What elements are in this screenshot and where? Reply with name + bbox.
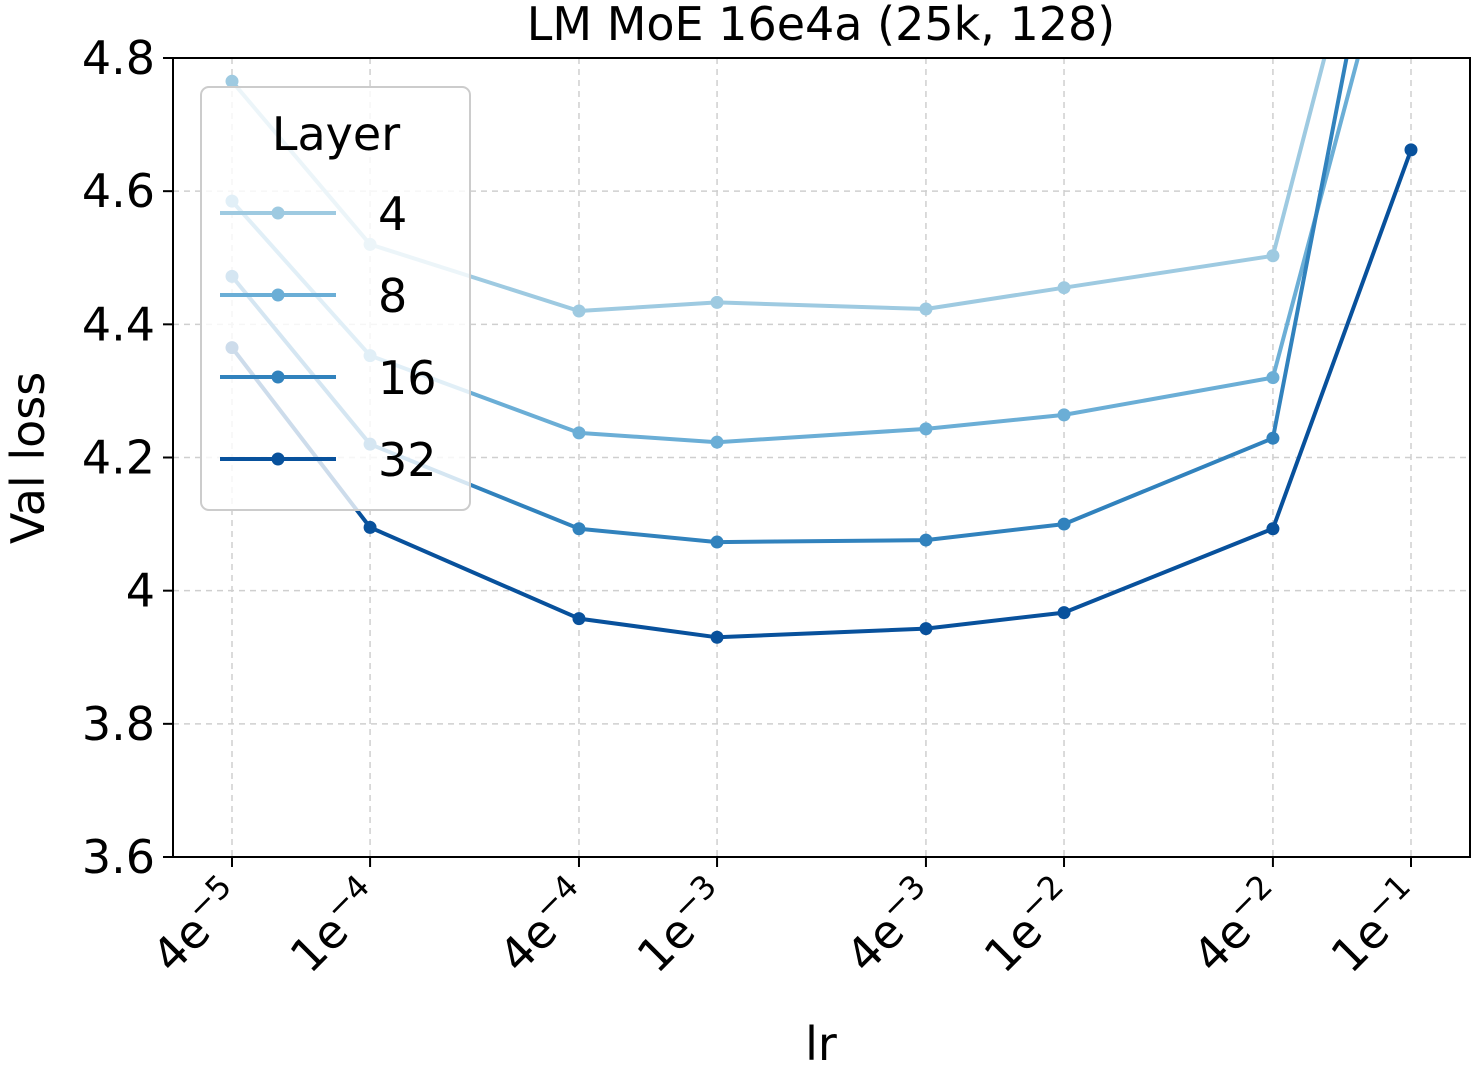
- data-point: [1404, 143, 1418, 157]
- y-tick-label: 4.8: [82, 31, 155, 85]
- data-point: [1057, 606, 1071, 620]
- legend-label: 8: [378, 269, 407, 323]
- legend-label: 4: [378, 187, 407, 241]
- data-point: [363, 520, 377, 534]
- data-point: [572, 426, 586, 440]
- data-point: [1057, 281, 1071, 295]
- data-point: [225, 74, 239, 88]
- legend-marker: [271, 370, 285, 384]
- chart-title: LM MoE 16e4a (25k, 128): [527, 0, 1115, 51]
- legend-items: 4 8 16 32: [220, 187, 437, 487]
- x-tick-label: 4e−5: [138, 867, 254, 983]
- data-point: [919, 302, 933, 316]
- data-point: [710, 535, 724, 549]
- x-tick-label: 4e−2: [1179, 867, 1295, 983]
- data-point: [1057, 517, 1071, 531]
- data-point: [919, 533, 933, 547]
- y-tick-label: 3.8: [82, 697, 155, 751]
- y-tick-label: 4.2: [82, 431, 155, 485]
- y-axis-label: Val loss: [1, 372, 55, 544]
- legend: Layer 4 8 16 32: [200, 86, 471, 511]
- data-point: [1266, 431, 1280, 445]
- data-point: [710, 630, 724, 644]
- y-tick-label: 4.4: [82, 297, 155, 351]
- data-point: [1057, 408, 1071, 422]
- x-tick-label: 1e−4: [276, 867, 392, 983]
- data-point: [1266, 371, 1280, 385]
- data-point: [710, 435, 724, 449]
- legend-marker: [271, 452, 285, 466]
- data-point: [1266, 249, 1280, 263]
- data-point: [919, 422, 933, 436]
- data-point: [710, 295, 724, 309]
- data-point: [1266, 522, 1280, 536]
- x-tick-label: 1e−3: [623, 867, 739, 983]
- x-tick-label: 1e−2: [970, 867, 1086, 983]
- y-tick-label: 3.6: [82, 830, 155, 884]
- x-tick-label: 1e−1: [1317, 867, 1433, 983]
- y-tick-label: 4.6: [82, 164, 155, 218]
- x-axis-label: lr: [805, 1017, 837, 1071]
- data-point: [919, 622, 933, 636]
- series-line: [230, 149, 1413, 640]
- legend-title: Layer: [272, 107, 400, 161]
- y-tick-label: 4: [126, 564, 155, 618]
- data-point: [572, 304, 586, 318]
- legend-label: 16: [378, 351, 437, 405]
- data-point: [572, 522, 586, 536]
- x-axis: 4e−51e−4 4e−41e−3 4e−31e−2 4e−21e−1: [138, 857, 1433, 983]
- legend-marker: [271, 288, 285, 302]
- legend-label: 32: [378, 433, 437, 487]
- x-tick-label: 4e−3: [832, 867, 948, 983]
- legend-box: [200, 86, 471, 511]
- x-tick-label: 4e−4: [485, 867, 601, 983]
- legend-marker: [271, 206, 285, 220]
- data-point: [572, 612, 586, 626]
- y-axis: 3.6 3.8 4 4.2 4.4 4.6 4.8: [82, 31, 173, 884]
